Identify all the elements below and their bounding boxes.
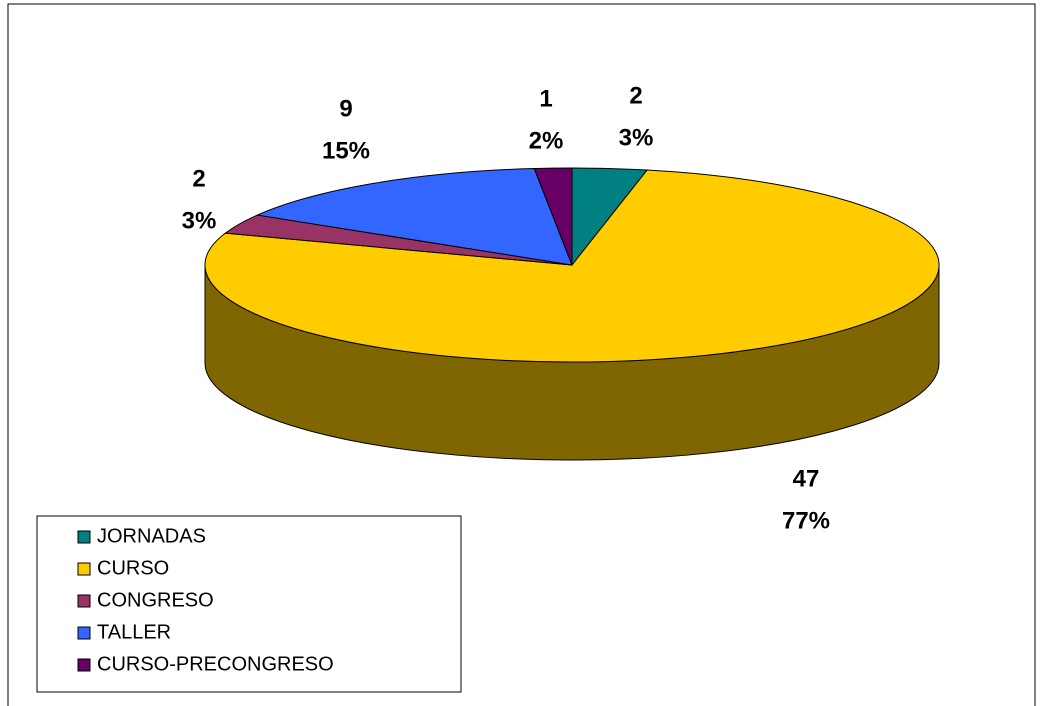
- chart-frame: [7, 3, 1036, 706]
- legend-swatch: [77, 594, 91, 608]
- legend-swatch: [77, 530, 91, 544]
- slice: [204, 169, 940, 363]
- legend-label: TALLER: [97, 621, 171, 643]
- legend-label: JORNADAS: [97, 525, 206, 547]
- legend-box: [36, 515, 462, 693]
- slice: [255, 168, 573, 266]
- data-label-value: 2: [192, 165, 205, 192]
- legend-label: CONGRESO: [97, 589, 214, 611]
- data-label-percent: 3%: [182, 207, 217, 234]
- data-label-value: 1: [539, 85, 552, 112]
- data-label-value: 9: [339, 95, 352, 122]
- data-label-percent: 2%: [529, 127, 564, 154]
- data-label-value: 47: [793, 465, 820, 492]
- legend-swatch: [77, 658, 91, 672]
- data-label-percent: 3%: [619, 124, 654, 151]
- legend-label: CURSO-PRECONGRESO: [97, 653, 334, 675]
- data-label-percent: 15%: [322, 137, 370, 164]
- legend-label: CURSO: [97, 557, 169, 579]
- legend-swatch: [77, 562, 91, 576]
- data-label-value: 2: [629, 82, 642, 109]
- legend-swatch: [77, 626, 91, 640]
- data-label-percent: 77%: [782, 507, 830, 534]
- slice: [533, 167, 573, 266]
